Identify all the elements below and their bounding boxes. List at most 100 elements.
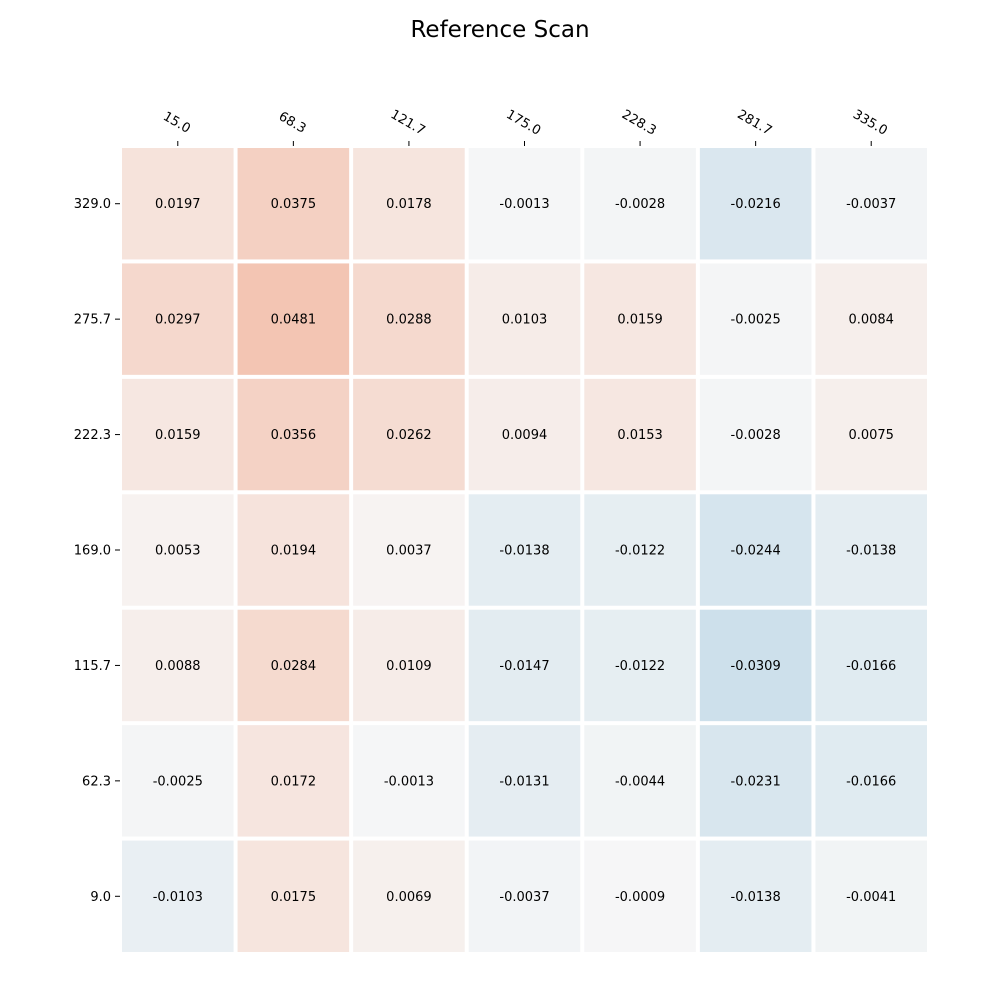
cell-value-label: 0.0481 [271,313,317,328]
cell-value-label: -0.0037 [499,890,549,905]
cell-value-label: 0.0109 [386,659,432,674]
heatmap-cell [237,378,350,491]
heatmap-cell [468,725,581,837]
heatmap-cell [584,263,696,375]
cell-value-label: -0.0138 [731,890,781,905]
heatmap-cell [699,494,812,606]
y-axis: 329.0 275.7 222.3 169.0 115.7 62.3 9.0 [74,197,120,905]
cell-value-label: 0.0284 [271,659,317,674]
heatmap-cell [468,494,581,606]
cell-value-label: 0.0194 [271,544,317,559]
cell-value-label: -0.0147 [499,659,549,674]
x-tick-label: 15.0 [160,109,193,136]
cell-value-label: 0.0297 [155,313,201,328]
cell-value-label: -0.0231 [731,774,781,789]
x-tick-label: 335.0 [850,107,890,139]
cell-value-label: -0.0103 [153,890,203,905]
cell-value-label: -0.0013 [499,197,549,212]
heatmap-cell [122,378,234,491]
x-tick-label: 281.7 [735,107,775,139]
heatmap-cell [584,840,696,952]
heatmap-cell [237,494,350,606]
cell-value-label: -0.0309 [731,659,781,674]
cell-value-label: 0.0172 [271,774,317,789]
cell-value-label: 0.0159 [155,428,201,443]
x-tick-label: 121.7 [388,107,428,139]
y-tick-label: 62.3 [82,774,111,789]
heatmap-cell [122,609,234,722]
heatmap-cell-labels: 0.0197 0.0375 0.0178 -0.0013 -0.0028 -0.0216 -… [153,197,897,905]
heatmap-cell [815,725,927,837]
cell-value-label: 0.0375 [271,197,317,212]
cell-value-label: 0.0037 [386,544,432,559]
heatmap-cell [815,148,927,260]
cell-value-label: -0.0025 [731,313,781,328]
heatmap-cell [353,725,465,837]
heatmap-cell [353,148,465,260]
heatmap-cell [468,378,581,491]
heatmap-cell [237,609,350,722]
heatmap-cell [815,840,927,952]
heatmap-cell [584,378,696,491]
cell-value-label: -0.0122 [615,659,665,674]
x-tick-label: 68.3 [276,109,309,136]
heatmap-cell [468,840,581,952]
cell-value-label: 0.0356 [271,428,317,443]
cell-value-label: 0.0103 [502,313,548,328]
heatmap-cell [584,609,696,722]
cell-value-label: -0.0138 [846,544,896,559]
cell-value-label: -0.0041 [846,890,896,905]
y-tick-label: 329.0 [74,197,111,212]
heatmap-cell [122,263,234,375]
x-axis: 15.0 68.3 121.7 175.0 228.3 281.7 335.0 [160,107,890,146]
heatmap-cell [237,263,350,375]
heatmap-cell [584,725,696,837]
cell-value-label: 0.0262 [386,428,432,443]
cell-value-label: -0.0028 [731,428,781,443]
y-tick-label: 275.7 [74,313,111,328]
heatmap-cell [468,263,581,375]
heatmap-cell [815,494,927,606]
heatmap-cell [122,148,234,260]
heatmap-cell [237,148,350,260]
cell-value-label: -0.0025 [153,774,203,789]
heatmap-cell [699,263,812,375]
y-tick-label: 9.0 [90,890,111,905]
heatmap-cell [584,494,696,606]
cell-value-label: 0.0178 [386,197,432,212]
cell-value-label: -0.0122 [615,544,665,559]
x-tick-label: 175.0 [503,107,543,139]
heatmap-cell [353,378,465,491]
heatmap-cell [237,725,350,837]
cell-value-label: -0.0013 [384,774,434,789]
cell-value-label: 0.0084 [848,313,894,328]
heatmap-cell [584,148,696,260]
y-tick-label: 115.7 [74,659,111,674]
cell-value-label: 0.0159 [617,313,663,328]
y-tick-label: 169.0 [74,544,111,559]
cell-value-label: 0.0197 [155,197,201,212]
heatmap-cell [815,378,927,491]
heatmap-cell [122,725,234,837]
cell-value-label: -0.0166 [846,659,896,674]
cell-value-label: -0.0131 [499,774,549,789]
cell-value-label: -0.0044 [615,774,665,789]
heatmap-cell [353,494,465,606]
cell-value-label: 0.0288 [386,313,432,328]
heatmap-cell [815,609,927,722]
heatmap-cell [353,609,465,722]
cell-value-label: 0.0088 [155,659,201,674]
cell-value-label: 0.0094 [502,428,548,443]
cell-value-label: -0.0037 [846,197,896,212]
cell-value-label: -0.0009 [615,890,665,905]
cell-value-label: -0.0166 [846,774,896,789]
y-tick-label: 222.3 [74,428,111,443]
cell-value-label: -0.0138 [499,544,549,559]
heatmap-cell [122,840,234,952]
cell-value-label: 0.0075 [848,428,894,443]
heatmap-cells [122,148,927,952]
heatmap-cell [699,609,812,722]
heatmap-cell [237,840,350,952]
heatmap-cell [353,263,465,375]
cell-value-label: 0.0175 [271,890,317,905]
